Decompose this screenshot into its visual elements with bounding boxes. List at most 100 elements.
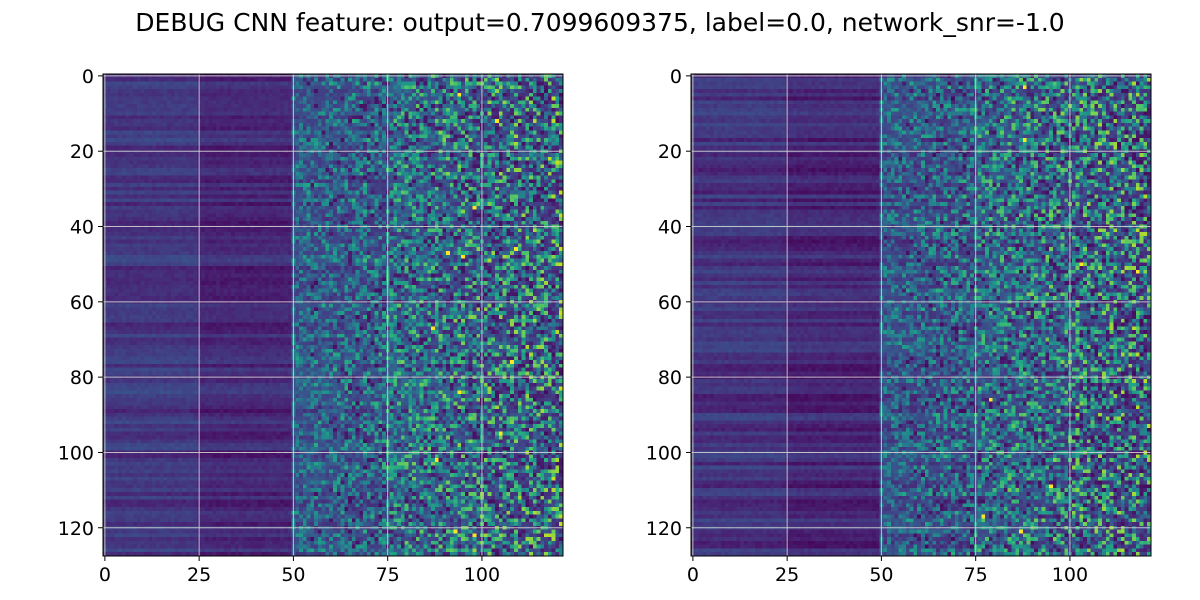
heatmap-cell — [476, 96, 481, 101]
heatmap-cell — [363, 134, 368, 139]
heatmap-cell — [510, 141, 515, 146]
heatmap-cell — [276, 145, 281, 150]
heatmap-cell — [265, 156, 270, 161]
heatmap-cell — [446, 202, 451, 207]
heatmap-cell — [529, 145, 534, 150]
heatmap-cell — [374, 115, 379, 120]
heatmap-cell — [412, 134, 417, 139]
heatmap-cell — [344, 92, 349, 97]
heatmap-cell — [540, 134, 545, 139]
heatmap-cell — [559, 126, 564, 131]
heatmap-cell — [159, 175, 164, 180]
heatmap-cell — [231, 175, 236, 180]
heatmap-cell — [415, 145, 421, 150]
heatmap-cell — [174, 164, 179, 169]
heatmap-cell — [321, 130, 326, 135]
heatmap-cell — [283, 171, 289, 177]
heatmap-cell — [468, 190, 473, 195]
heatmap-cell — [283, 209, 289, 214]
heatmap-cell — [140, 213, 145, 218]
heatmap-cell — [140, 107, 145, 113]
heatmap-cell — [216, 111, 221, 116]
heatmap-cell — [404, 213, 409, 218]
heatmap-cell — [453, 168, 458, 173]
heatmap-cell — [144, 130, 149, 135]
heatmap-cell — [551, 130, 556, 135]
heatmap-cell — [148, 134, 153, 139]
heatmap-cell — [419, 85, 424, 90]
heatmap-cell — [351, 198, 356, 203]
heatmap-cell — [340, 104, 345, 109]
heatmap-cell — [370, 96, 375, 101]
heatmap-cell — [136, 156, 142, 161]
heatmap-cell — [536, 198, 541, 203]
heatmap-cell — [238, 217, 243, 222]
heatmap-cell — [227, 164, 232, 169]
heatmap-cell — [476, 217, 481, 222]
heatmap-cell — [329, 179, 334, 184]
heatmap-cell — [238, 77, 243, 82]
heatmap-cell — [129, 205, 134, 210]
heatmap-cell — [272, 145, 277, 150]
heatmap-cell — [370, 89, 375, 94]
heatmap-cell — [404, 202, 409, 207]
heatmap-cell — [525, 111, 530, 116]
heatmap-cell — [404, 107, 409, 113]
heatmap-cell — [268, 77, 274, 82]
heatmap-cell — [506, 168, 511, 173]
heatmap-cell — [532, 100, 537, 105]
heatmap-cell — [329, 183, 334, 188]
heatmap-cell — [336, 111, 341, 116]
heatmap-cell — [242, 175, 247, 180]
heatmap-cell — [408, 202, 413, 207]
heatmap-cell — [491, 213, 496, 218]
heatmap-cell — [544, 122, 549, 128]
heatmap-cell — [333, 168, 338, 173]
heatmap-cell — [355, 186, 360, 192]
heatmap-cell — [544, 183, 549, 188]
heatmap-cell — [453, 107, 458, 113]
heatmap-cell — [167, 107, 172, 113]
heatmap-cell — [351, 92, 356, 97]
heatmap-cell — [208, 164, 213, 169]
heatmap-cell — [404, 153, 409, 158]
heatmap-cell — [174, 194, 179, 199]
heatmap-cell — [427, 126, 432, 131]
heatmap-cell — [223, 122, 228, 128]
heatmap-cell — [283, 92, 289, 97]
heatmap-cell — [159, 85, 164, 90]
heatmap-cell — [351, 138, 356, 143]
heatmap-cell — [253, 205, 258, 210]
heatmap-cell — [250, 111, 255, 116]
heatmap-cell — [295, 164, 300, 169]
heatmap-cell — [170, 81, 175, 86]
heatmap-cell — [498, 96, 504, 101]
heatmap-cell — [306, 168, 311, 173]
heatmap-cell — [170, 168, 175, 173]
heatmap-cell — [333, 213, 338, 218]
heatmap-cell — [498, 190, 504, 195]
heatmap-cell — [182, 153, 187, 158]
heatmap-cell — [336, 85, 341, 90]
heatmap-cell — [495, 119, 500, 124]
heatmap-cell — [513, 153, 519, 158]
heatmap-cell — [242, 202, 247, 207]
heatmap-cell — [525, 175, 530, 180]
heatmap-cell — [423, 190, 428, 195]
heatmap-cell — [295, 213, 300, 218]
heatmap-cell — [461, 141, 466, 146]
heatmap-cell — [400, 122, 405, 128]
heatmap-cell — [389, 175, 394, 180]
heatmap-cell — [106, 92, 111, 97]
heatmap-cell — [223, 153, 228, 158]
heatmap-cell — [438, 168, 443, 173]
heatmap-cell — [185, 198, 191, 203]
heatmap-cell — [495, 92, 500, 97]
heatmap-cell — [442, 153, 447, 158]
heatmap-cell — [461, 156, 466, 161]
heatmap-cell — [517, 168, 522, 173]
heatmap-cell — [536, 138, 541, 143]
heatmap-cell — [374, 126, 379, 131]
heatmap-cell — [253, 100, 258, 105]
heatmap-cell — [487, 141, 492, 146]
